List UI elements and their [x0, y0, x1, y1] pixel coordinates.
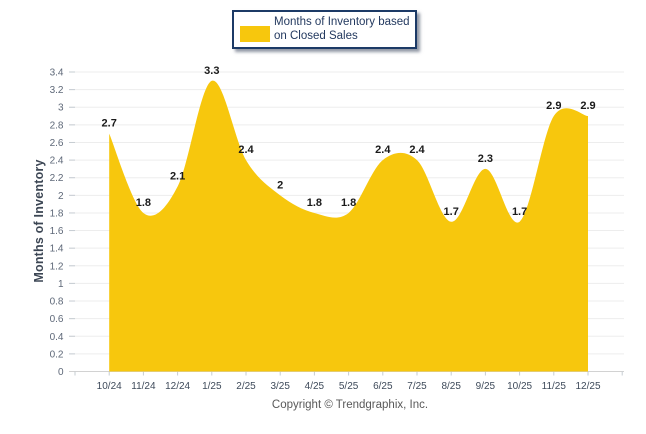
legend-label-line2: on Closed Sales: [274, 29, 358, 42]
x-tick-label: 7/25: [407, 381, 427, 392]
x-tick-label: 5/25: [339, 381, 359, 392]
x-tick-label: 12/24: [165, 381, 190, 392]
x-tick-label: 12/25: [575, 381, 600, 392]
y-tick-label: 0: [58, 367, 64, 378]
x-tick-label: 1/25: [202, 381, 222, 392]
legend-label-line1: Months of Inventory based: [274, 16, 410, 28]
y-tick-label: 1.2: [50, 261, 64, 272]
data-label: 2.4: [238, 144, 254, 156]
y-tick-label: 0.2: [50, 349, 64, 360]
x-tick-label: 6/25: [373, 381, 393, 392]
y-tick-label: 3.4: [50, 68, 64, 79]
y-tick-label: 1.6: [50, 226, 64, 237]
x-tick-label: 10/25: [507, 381, 532, 392]
y-tick-label: 0.8: [50, 297, 64, 308]
data-label: 2.9: [546, 100, 561, 112]
x-tick-label: 3/25: [270, 381, 290, 392]
data-label: 2.3: [478, 153, 493, 165]
x-tick-label: 11/24: [131, 381, 156, 392]
data-label: 1.8: [341, 197, 356, 209]
data-label: 2.4: [409, 144, 425, 156]
data-label: 3.3: [204, 65, 219, 77]
inventory-area: [109, 80, 588, 372]
data-label: 1.7: [444, 206, 459, 218]
data-label: 2.4: [375, 144, 391, 156]
data-label: 1.8: [136, 197, 151, 209]
x-tick-label: 8/25: [441, 381, 461, 392]
x-tick-label: 2/25: [236, 381, 256, 392]
y-tick-label: 1.8: [50, 208, 64, 219]
y-tick-label: 0.4: [50, 332, 64, 343]
x-tick-label: 10/24: [97, 381, 122, 392]
x-tick-label: 11/25: [542, 381, 567, 392]
data-label: 2.1: [170, 171, 185, 183]
y-tick-label: 2.8: [50, 120, 64, 131]
y-tick-label: 0.6: [50, 314, 64, 325]
data-label: 2: [277, 179, 283, 191]
x-tick-label: 9/25: [476, 381, 496, 392]
legend-label: Months of Inventory based on Closed Sales: [274, 16, 410, 43]
y-tick-label: 1.4: [50, 244, 64, 255]
data-label: 1.8: [307, 197, 322, 209]
x-tick-label: 4/25: [305, 381, 325, 392]
y-tick-label: 3.2: [50, 85, 64, 96]
data-label: 2.9: [580, 100, 595, 112]
y-tick-label: 2.4: [50, 156, 64, 167]
data-label: 2.7: [102, 118, 117, 130]
legend-swatch-icon: [240, 25, 270, 42]
y-axis-title: Months of Inventory: [32, 159, 46, 283]
y-tick-label: 2.2: [50, 173, 64, 184]
copyright-text: Copyright © Trendgraphix, Inc.: [271, 399, 429, 411]
data-label: 1.7: [512, 206, 527, 218]
legend: Months of Inventory based on Closed Sales: [232, 10, 417, 49]
y-tick-label: 2: [58, 191, 64, 202]
y-tick-label: 3: [58, 103, 64, 114]
y-tick-label: 1: [58, 279, 64, 290]
y-tick-label: 2.6: [50, 138, 64, 149]
